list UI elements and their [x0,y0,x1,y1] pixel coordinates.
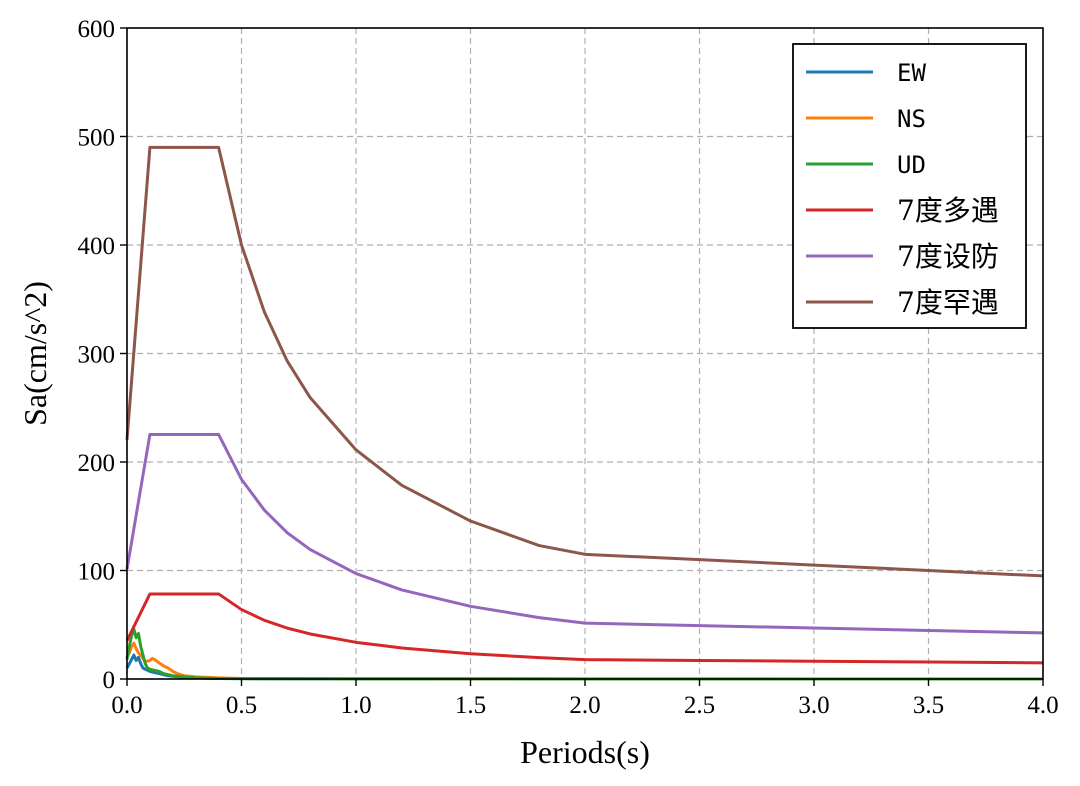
legend-label-5: 7度设防 [897,240,999,273]
legend-label-1: EW [897,59,926,87]
y-axis-label: Sa(cm/s^2) [17,281,53,426]
x-tick-label: 3.0 [798,692,829,719]
legend-box [792,43,1027,329]
x-tick-label: 0.0 [111,692,142,719]
y-tick-label: 300 [78,342,116,369]
y-tick-label: 500 [78,125,116,152]
axis-ticks: 0.0 0.5 1.0 1.5 2.0 2.5 3.0 3.5 4.0 0 100 200 300 400… [78,16,1059,719]
legend-label-4: 7度多遇 [897,194,999,227]
y-tick-label: 400 [78,233,116,260]
series-line-5 [125,432,1044,635]
x-axis-label: Periods(s) [520,734,650,770]
y-tick-label: 200 [78,450,116,477]
legend-label-6: 7度罕遇 [897,286,999,319]
y-tick-label: 0 [103,667,116,694]
legend-label-2: NS [897,105,926,133]
legend: EW NS UD 7度多遇 7度设防 7度罕遇 [792,43,1027,329]
x-tick-label: 3.5 [913,692,944,719]
series-line-6 [125,145,1044,578]
y-tick-label: 100 [78,559,116,586]
y-tick-label: 600 [78,16,116,43]
x-tick-label: 2.5 [684,692,715,719]
x-tick-label: 1.0 [340,692,371,719]
x-tick-label: 1.5 [455,692,486,719]
x-tick-label: 2.0 [569,692,600,719]
x-tick-label: 4.0 [1027,692,1058,719]
x-tick-label: 0.5 [226,692,257,719]
legend-label-3: UD [897,151,926,179]
series-line-4 [125,592,1044,665]
